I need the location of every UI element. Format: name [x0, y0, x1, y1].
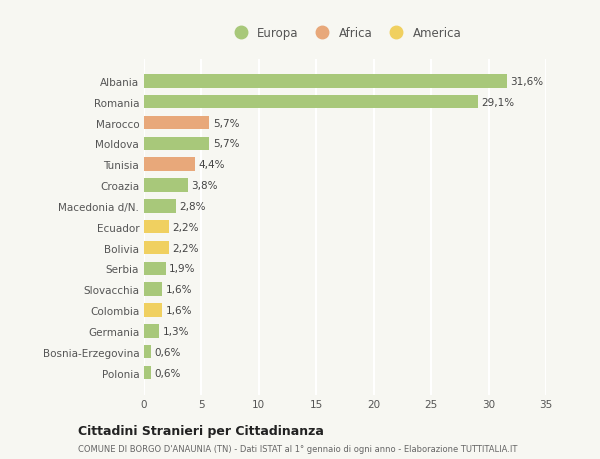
Text: 5,7%: 5,7%	[213, 118, 239, 128]
Bar	[144, 366, 151, 380]
Text: 5,7%: 5,7%	[213, 139, 239, 149]
Text: COMUNE DI BORGO D'ANAUNIA (TN) - Dati ISTAT al 1° gennaio di ogni anno - Elabora: COMUNE DI BORGO D'ANAUNIA (TN) - Dati IS…	[78, 444, 517, 453]
Bar	[144, 179, 188, 192]
Text: 2,8%: 2,8%	[179, 202, 206, 212]
Text: 0,6%: 0,6%	[154, 347, 181, 357]
Bar	[144, 241, 169, 255]
Bar	[144, 262, 166, 275]
Text: Cittadini Stranieri per Cittadinanza: Cittadini Stranieri per Cittadinanza	[78, 424, 324, 437]
Text: 3,8%: 3,8%	[191, 181, 218, 190]
Text: 0,6%: 0,6%	[154, 368, 181, 378]
Text: 1,6%: 1,6%	[166, 305, 193, 315]
Text: 29,1%: 29,1%	[482, 97, 515, 107]
Text: 1,6%: 1,6%	[166, 285, 193, 295]
Bar	[144, 137, 209, 151]
Legend: Europa, Africa, America: Europa, Africa, America	[224, 22, 466, 45]
Bar	[144, 75, 507, 89]
Bar	[144, 158, 194, 172]
Text: 2,2%: 2,2%	[173, 222, 199, 232]
Bar	[144, 325, 159, 338]
Bar	[144, 345, 151, 359]
Bar	[144, 117, 209, 130]
Text: 1,9%: 1,9%	[169, 264, 196, 274]
Text: 2,2%: 2,2%	[173, 243, 199, 253]
Text: 1,3%: 1,3%	[163, 326, 189, 336]
Bar	[144, 303, 163, 317]
Bar	[144, 95, 478, 109]
Text: 31,6%: 31,6%	[511, 77, 544, 87]
Bar	[144, 200, 176, 213]
Bar	[144, 283, 163, 297]
Text: 4,4%: 4,4%	[198, 160, 224, 170]
Bar	[144, 220, 169, 234]
